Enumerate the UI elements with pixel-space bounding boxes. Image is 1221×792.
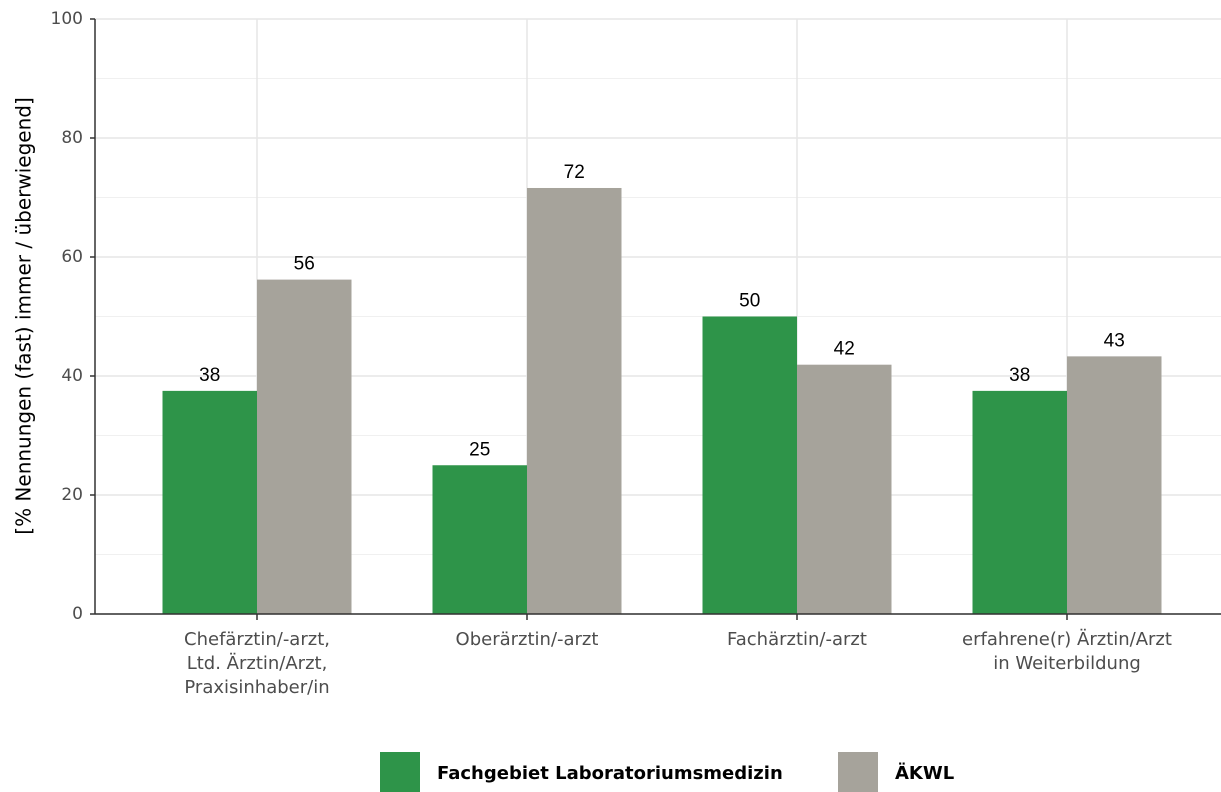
value-label: 42 [834, 339, 855, 360]
legend-swatch [380, 752, 420, 792]
x-tick-label: erfahrene(r) Ärztin/Arzt in Weiterbildung [962, 629, 1172, 674]
legend-label: Fachgebiet Laboratoriumsmedizin [437, 763, 783, 784]
bar [1067, 356, 1162, 614]
x-tick-label: Fachärztin/-arzt [727, 629, 867, 650]
bar [797, 364, 892, 614]
x-tick-label: Oberärztin/-arzt [456, 629, 599, 650]
y-tick-label: 20 [61, 485, 83, 505]
y-axis-label: [% Nennungen (fast) immer / überwiegend] [12, 97, 36, 534]
value-label: 72 [564, 162, 585, 183]
y-tick-label: 80 [61, 128, 83, 148]
bar [162, 390, 257, 614]
bar [702, 316, 797, 614]
value-label: 56 [294, 254, 315, 275]
y-tick-label: 0 [72, 604, 83, 624]
value-label: 38 [1009, 365, 1030, 386]
legend-swatch [838, 752, 878, 792]
value-label: 38 [199, 365, 220, 386]
x-tick-label: Chefärztin/-arzt, Ltd. Ärztin/Arzt, Praxis… [184, 629, 330, 698]
bar [432, 465, 527, 614]
bar [972, 390, 1067, 614]
bar [257, 279, 352, 614]
value-label: 25 [469, 439, 490, 460]
legend-label: ÄKWL [895, 762, 954, 784]
y-tick-label: 60 [61, 247, 83, 267]
value-label: 50 [739, 291, 760, 312]
y-tick-label: 40 [61, 366, 83, 386]
bar [527, 187, 622, 615]
y-tick-label: 100 [51, 9, 83, 29]
value-label: 43 [1104, 330, 1125, 351]
